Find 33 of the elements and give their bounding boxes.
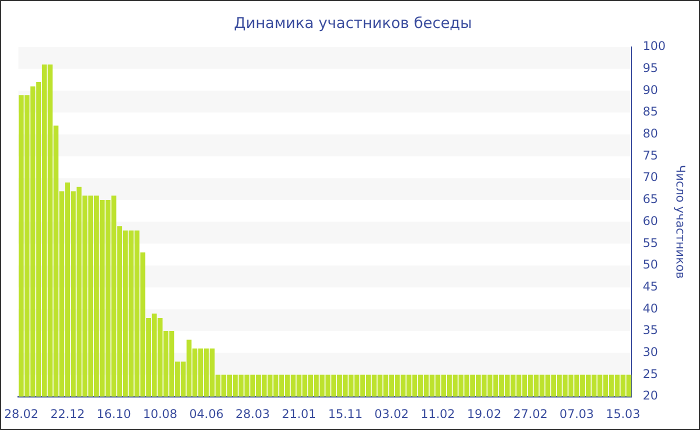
x-tick-label: 28.02	[4, 406, 38, 421]
y-tick-label: 30	[642, 345, 658, 360]
x-tick-label: 15.03	[606, 406, 640, 421]
y-tick-label: 65	[642, 192, 658, 206]
y-tick-label: 100	[642, 39, 666, 54]
x-tick-label: 11.02	[420, 406, 456, 421]
x-tick-label: 28.03	[236, 406, 270, 421]
x-tick-label: 21.01	[282, 406, 316, 421]
y-tick-label: 85	[642, 104, 658, 119]
x-tick-label: 15.11	[328, 406, 362, 421]
x-tick-label: 03.02	[374, 406, 409, 421]
y-tick-label: 45	[642, 279, 658, 294]
y-tick-label: 80	[642, 126, 658, 141]
x-tick-label: 07.03	[560, 406, 594, 421]
y-tick-label: 50	[642, 258, 658, 272]
y-tick-label: 40	[642, 301, 658, 316]
chart-title: Динамика участников беседы	[234, 14, 472, 32]
x-tick-label: 16.10	[96, 406, 132, 421]
y-tick-label: 75	[642, 148, 658, 162]
y-tick-label: 35	[642, 323, 658, 338]
y-tick-label: 90	[642, 82, 658, 97]
y-tick-label: 20	[642, 388, 658, 403]
x-tick-label: 27.02	[513, 406, 548, 421]
x-tick-label: 19.02	[466, 406, 502, 421]
x-tick-label: 10.08	[142, 406, 178, 421]
y-axis-title: Число участников	[674, 164, 688, 279]
y-tick-label: 95	[642, 60, 658, 75]
y-tick-label: 25	[642, 366, 658, 381]
y-tick-label: 55	[642, 236, 658, 250]
y-tick-label: 60	[642, 214, 658, 228]
y-tick-label: 70	[642, 170, 658, 184]
x-tick-label: 04.06	[189, 406, 224, 421]
x-tick-label: 22.12	[50, 406, 85, 421]
